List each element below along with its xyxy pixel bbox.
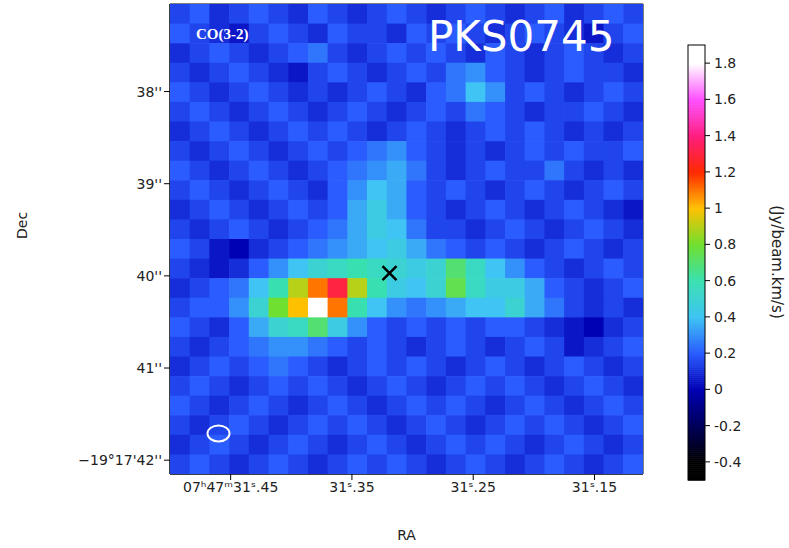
- svg-text:0.8: 0.8: [714, 236, 736, 252]
- svg-text:31ˢ.25: 31ˢ.25: [451, 479, 496, 495]
- svg-text:38'': 38'': [136, 84, 162, 100]
- svg-text:1.4: 1.4: [714, 128, 736, 144]
- svg-text:40'': 40'': [136, 268, 162, 284]
- svg-text:1.2: 1.2: [714, 164, 736, 180]
- svg-text:1: 1: [714, 200, 723, 216]
- svg-text:0.4: 0.4: [714, 309, 736, 325]
- svg-text:Dec: Dec: [14, 212, 30, 239]
- svg-text:−19°17'42'': −19°17'42'': [78, 452, 162, 468]
- svg-text:41'': 41'': [136, 360, 162, 376]
- svg-text:31ˢ.15: 31ˢ.15: [572, 479, 617, 495]
- html-text:CO(3-2): CO(3-2): [196, 26, 249, 42]
- svg-text:07ʰ47ᵐ31ˢ.45: 07ʰ47ᵐ31ˢ.45: [183, 479, 278, 495]
- svg-text:-0.2: -0.2: [714, 418, 741, 434]
- svg-text:0: 0: [714, 381, 723, 397]
- svg-text:0.2: 0.2: [714, 345, 736, 361]
- svg-text:RA: RA: [397, 527, 416, 543]
- svg-text:-0.4: -0.4: [714, 454, 741, 470]
- html-text:PKS0745: PKS0745: [428, 12, 615, 61]
- svg-text:39'': 39'': [136, 176, 162, 192]
- svg-text:(Jy/beam.km/s): (Jy/beam.km/s): [768, 205, 786, 319]
- svg-text:1.8: 1.8: [714, 55, 736, 71]
- svg-text:1.6: 1.6: [714, 91, 736, 107]
- svg-text:31ˢ.35: 31ˢ.35: [329, 479, 374, 495]
- svg-text:0.6: 0.6: [714, 273, 736, 289]
